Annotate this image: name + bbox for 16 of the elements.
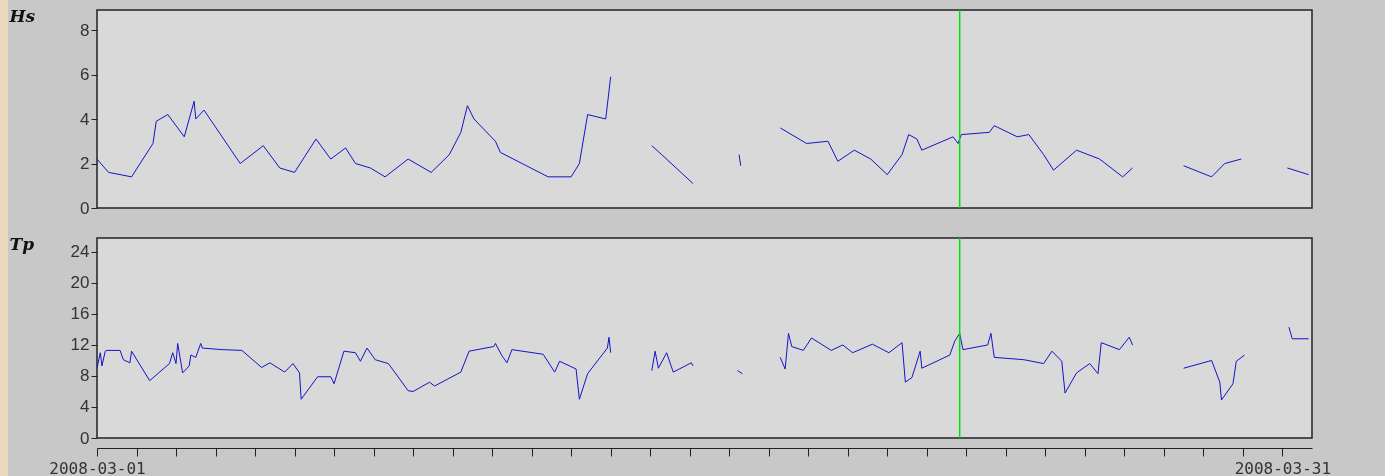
y-tick-label: 0 — [80, 428, 90, 448]
y-tick-label: 8 — [80, 20, 90, 40]
y-axis-title: Tp — [9, 233, 35, 254]
y-tick-label: 12 — [70, 335, 90, 355]
y-tick-label: 2 — [80, 154, 90, 174]
x-tick-label: 2008-03-01 — [49, 458, 146, 476]
y-tick-label: 24 — [70, 242, 90, 262]
y-tick-label: 20 — [70, 273, 90, 293]
y-tick-label: 4 — [80, 397, 90, 417]
y-tick-label: 0 — [80, 198, 90, 218]
x-tick-label: 2008-03-31 — [1234, 458, 1332, 476]
y-tick-label: 4 — [80, 109, 90, 129]
y-axis-title: Hs — [8, 5, 36, 26]
y-tick-label: 8 — [80, 366, 90, 386]
y-tick-label: 6 — [80, 65, 90, 85]
y-tick-label: 16 — [70, 304, 90, 324]
